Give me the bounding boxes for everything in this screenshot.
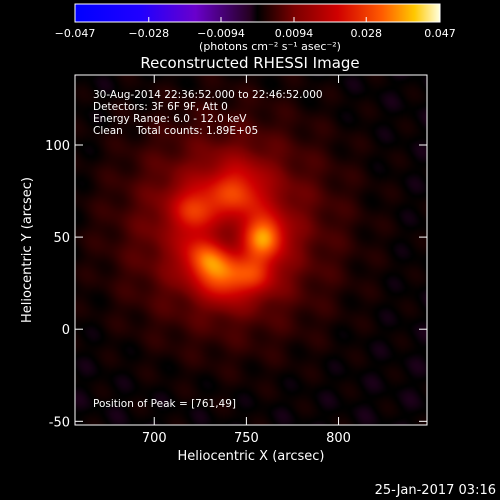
annotation-block: 30-Aug-2014 22:36:52.000 to 22:46:52.000… bbox=[93, 89, 323, 137]
heatmap-image bbox=[75, 75, 427, 425]
annotation-time-range: 30-Aug-2014 22:36:52.000 to 22:46:52.000 bbox=[93, 89, 323, 101]
colorbar-tick-label: 0.028 bbox=[350, 27, 382, 40]
chart-title: Reconstructed RHESSI Image bbox=[140, 54, 359, 72]
y-tick-label: 100 bbox=[45, 139, 70, 154]
annotation-method-counts: Clean Total counts: 1.89E+05 bbox=[93, 125, 258, 137]
y-tick-label: 50 bbox=[53, 231, 70, 246]
plot-frame bbox=[74, 74, 428, 426]
y-axis-title: Heliocentric Y (arcsec) bbox=[20, 177, 35, 323]
peak-position-label: Position of Peak = [761,49] bbox=[93, 398, 236, 410]
colorbar-tick-label: −0.0094 bbox=[197, 27, 245, 40]
render-timestamp: 25-Jan-2017 03:16 bbox=[375, 483, 496, 498]
colorbar-unit-label: (photons cm⁻² s⁻¹ asec⁻²) bbox=[199, 40, 341, 53]
annotation-detectors: Detectors: 3F 6F 9F, Att 0 bbox=[93, 101, 228, 113]
y-tick-label: -50 bbox=[49, 415, 70, 430]
x-tick-label: 750 bbox=[234, 431, 259, 446]
annotation-energy-range: Energy Range: 6.0 - 12.0 keV bbox=[93, 113, 247, 125]
colorbar-tick-label: −0.028 bbox=[128, 27, 169, 40]
colorbar-tick-label: −0.047 bbox=[55, 27, 96, 40]
axis-ticks: 700 750 800 100 50 0 -50 bbox=[45, 75, 427, 446]
colorbar-tick-label: 0.0094 bbox=[275, 27, 314, 40]
x-tick-label: 700 bbox=[142, 431, 167, 446]
y-tick-label: 0 bbox=[62, 323, 70, 338]
colorbar-ticks: −0.047 −0.028 −0.0094 0.0094 0.028 0.047 bbox=[55, 17, 456, 40]
x-tick-label: 800 bbox=[326, 431, 351, 446]
x-axis-title: Heliocentric X (arcsec) bbox=[178, 449, 325, 464]
colorbar-tick-label: 0.047 bbox=[424, 27, 456, 40]
colorbar bbox=[74, 3, 441, 23]
